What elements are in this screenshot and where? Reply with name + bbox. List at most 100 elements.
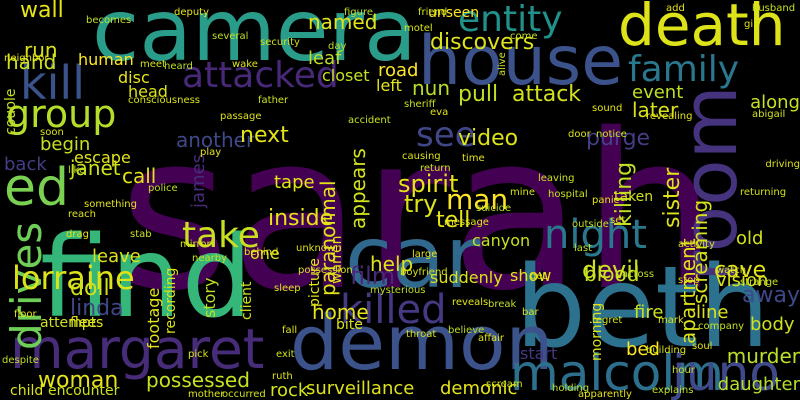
word-mysterious: mysterious — [370, 285, 426, 296]
word-run: run — [24, 38, 58, 62]
word-help: help — [370, 252, 414, 276]
word-show: show — [510, 266, 552, 285]
word-message: message — [444, 217, 489, 228]
word-attacked: attacked — [182, 55, 339, 96]
word-canyon: canyon — [472, 231, 531, 250]
word-add: add — [666, 3, 685, 14]
word-throat: throat — [406, 329, 437, 340]
word-blood: blood — [584, 262, 640, 286]
word-client: client — [239, 281, 255, 320]
word-leaf: leaf — [308, 48, 342, 69]
word-unseen: unseen — [428, 5, 480, 21]
word-body: body — [750, 314, 795, 335]
word-behind: behind — [244, 247, 279, 258]
word-death: death — [618, 0, 786, 59]
word-morning: morning — [589, 302, 605, 361]
word-lorraine: lorraine — [12, 259, 135, 297]
word-murder: murder — [726, 344, 800, 368]
word-another: another — [176, 128, 255, 152]
word-father: father — [258, 95, 289, 106]
word-accident: accident — [348, 115, 391, 126]
word-next: next — [240, 123, 289, 148]
word-later: later — [632, 98, 679, 122]
word-mother: mother — [188, 389, 225, 400]
word-purge: purge — [586, 126, 651, 151]
word-abigail: abigail — [752, 109, 786, 120]
word-attempt: attempt — [40, 315, 97, 331]
word-causing: causing — [402, 151, 441, 162]
word-sister: sister — [660, 167, 685, 228]
word-sheriff: sheriff — [404, 99, 436, 110]
word-watch: watch — [716, 265, 747, 276]
word-figure: figure — [344, 7, 374, 18]
word-return: return — [420, 163, 451, 174]
word-away: away — [742, 283, 800, 308]
word-taken: taken — [614, 189, 654, 205]
word-passage: passage — [220, 111, 262, 122]
word-escape: escape — [74, 148, 131, 167]
word-bite: bite — [336, 317, 363, 333]
word-spirit: spirit — [398, 170, 459, 198]
word-inside: inside — [268, 206, 334, 231]
word-ed: ed — [4, 158, 69, 218]
word-pull: pull — [458, 82, 499, 107]
word-stop: stop — [678, 275, 700, 286]
word-mirror: mirror — [180, 239, 211, 250]
word-police: police — [148, 183, 178, 194]
word-come: come — [510, 31, 538, 42]
word-old: old — [736, 228, 764, 249]
word-company: company — [698, 321, 745, 332]
word-attack: attack — [512, 82, 582, 107]
word-revealing: revealing — [646, 111, 693, 122]
word-unknown: unknown — [296, 243, 342, 254]
word-film: film — [350, 262, 396, 290]
word-entity: entity — [458, 0, 563, 40]
word-neighbor: neighbor — [4, 53, 49, 64]
word-suddenly: suddenly — [430, 268, 503, 287]
word-camera: camera — [92, 0, 417, 81]
word-take: take — [182, 215, 260, 256]
word-beth: beth — [515, 243, 770, 373]
word-footage: footage — [144, 287, 163, 349]
word-hospital: hospital — [548, 189, 588, 200]
word-line: line — [696, 302, 729, 323]
word-exit: exit — [276, 349, 295, 360]
word-holding: holding — [552, 383, 590, 394]
word-returning: returning — [740, 187, 787, 198]
word-tape: tape — [274, 172, 315, 193]
word-demon: demon — [290, 298, 554, 387]
word-back: back — [4, 154, 47, 175]
word-wake: wake — [232, 59, 258, 70]
word-try: try — [404, 190, 438, 218]
word-becomes: becomes — [86, 15, 132, 26]
word-bar: bar — [522, 307, 539, 318]
word-named: named — [308, 10, 378, 34]
word-call: call — [122, 164, 157, 188]
word-motel: motel — [404, 23, 433, 34]
word-sarah: sarah — [118, 87, 719, 338]
word-outside: outside — [572, 219, 609, 230]
word-mine: mine — [510, 187, 536, 198]
word-get: get — [530, 271, 547, 282]
word-group: group — [6, 92, 117, 136]
word-along: along — [750, 92, 800, 113]
word-encounter: encounter — [48, 383, 120, 399]
word-find: find — [40, 213, 253, 343]
word-child: child — [10, 383, 44, 399]
word-nun: nun — [412, 76, 451, 100]
word-girl: girl — [744, 19, 761, 30]
word-start: start — [520, 344, 558, 363]
word-something: something — [84, 199, 137, 210]
word-demonic: demonic — [440, 378, 518, 399]
word-janet: janet — [70, 156, 121, 180]
word-family: family — [628, 49, 740, 90]
word-linda: linda — [70, 296, 124, 321]
word-left: left — [376, 76, 402, 95]
word-kill: kill — [20, 56, 85, 110]
word-story: story — [200, 277, 219, 318]
word-possessed: possessed — [146, 368, 250, 392]
word-like: like — [68, 165, 86, 176]
word-last: last — [574, 243, 593, 254]
word-stab: stab — [130, 229, 152, 240]
word-couple: couple — [3, 88, 19, 135]
